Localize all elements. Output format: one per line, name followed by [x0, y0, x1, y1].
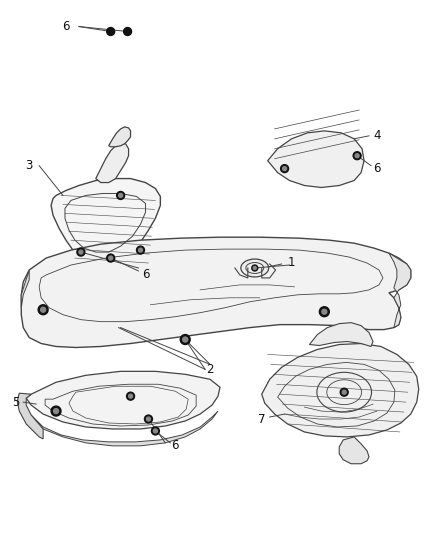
Polygon shape	[339, 437, 369, 464]
Circle shape	[152, 427, 159, 435]
Circle shape	[180, 335, 190, 344]
Circle shape	[53, 409, 59, 414]
Text: 6: 6	[62, 20, 70, 33]
Circle shape	[51, 406, 61, 416]
Circle shape	[109, 256, 113, 260]
Circle shape	[183, 337, 188, 342]
Circle shape	[77, 248, 85, 256]
Polygon shape	[96, 143, 129, 182]
Circle shape	[281, 165, 289, 173]
Text: 4: 4	[373, 130, 381, 142]
Polygon shape	[31, 411, 218, 446]
Polygon shape	[21, 237, 411, 348]
Circle shape	[340, 388, 348, 396]
Circle shape	[253, 266, 256, 270]
Polygon shape	[262, 343, 419, 437]
Circle shape	[353, 152, 361, 160]
Polygon shape	[389, 253, 411, 328]
Text: 5: 5	[13, 395, 20, 409]
Circle shape	[107, 28, 115, 36]
Polygon shape	[21, 270, 29, 308]
Polygon shape	[17, 393, 43, 439]
Text: 6: 6	[373, 162, 381, 175]
Circle shape	[129, 394, 133, 398]
Polygon shape	[268, 131, 364, 188]
Circle shape	[145, 415, 152, 423]
Text: 7: 7	[258, 413, 265, 425]
Circle shape	[146, 417, 150, 421]
Circle shape	[138, 248, 142, 252]
Circle shape	[283, 167, 286, 171]
Circle shape	[355, 154, 359, 158]
Circle shape	[79, 250, 83, 254]
Circle shape	[124, 28, 131, 36]
Ellipse shape	[241, 259, 268, 277]
Polygon shape	[51, 179, 160, 262]
Circle shape	[127, 392, 134, 400]
Circle shape	[137, 246, 145, 254]
Polygon shape	[26, 372, 220, 429]
Circle shape	[119, 193, 123, 197]
Polygon shape	[309, 322, 373, 346]
Circle shape	[38, 305, 48, 314]
Circle shape	[117, 191, 124, 199]
Text: 1: 1	[288, 255, 295, 269]
Text: 6: 6	[172, 439, 179, 453]
Circle shape	[319, 307, 329, 317]
Circle shape	[153, 429, 157, 433]
Circle shape	[107, 254, 115, 262]
Circle shape	[252, 265, 258, 271]
Text: 3: 3	[25, 159, 33, 172]
Circle shape	[322, 309, 327, 314]
Polygon shape	[109, 127, 131, 147]
Text: 2: 2	[206, 363, 214, 376]
Text: 6: 6	[142, 269, 149, 281]
Circle shape	[41, 307, 46, 312]
Circle shape	[342, 390, 346, 394]
